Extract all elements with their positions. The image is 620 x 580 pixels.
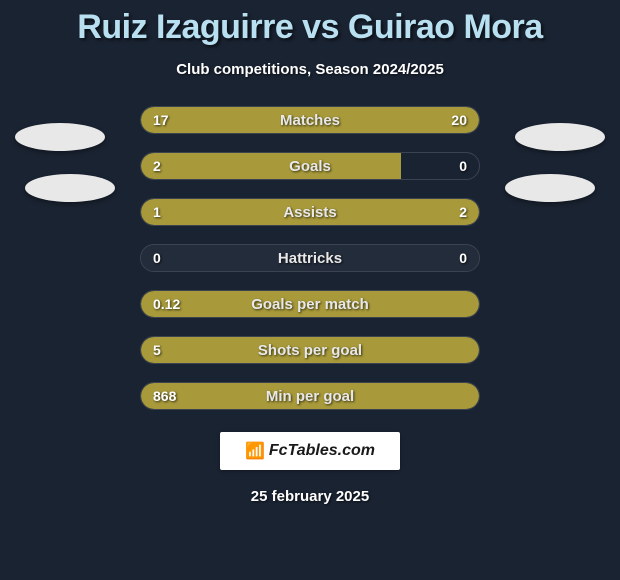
subtitle: Club competitions, Season 2024/2025 — [176, 61, 444, 78]
stat-row: 5Shots per goal — [140, 336, 480, 364]
chart-icon: 📶 — [245, 441, 265, 461]
stat-row: 12Assists — [140, 198, 480, 226]
site-logo[interactable]: 📶 FcTables.com — [220, 432, 400, 470]
stat-row: 00Hattricks — [140, 244, 480, 272]
comparison-card: Ruiz Izaguirre vs Guirao Mora Club compe… — [0, 0, 620, 580]
stat-row: 868Min per goal — [140, 382, 480, 410]
stats-area: 1720Matches 20Goals 12Assists 00Hattricks 0.… — [0, 106, 620, 410]
stat-row: 1720Matches — [140, 106, 480, 134]
stat-row: 0.12Goals per match — [140, 290, 480, 318]
logo-label: FcTables.com — [269, 442, 375, 460]
page-title: Ruiz Izaguirre vs Guirao Mora — [77, 8, 542, 47]
stat-label: Hattricks — [141, 245, 479, 271]
stat-label: Matches — [141, 107, 479, 133]
stat-label: Shots per goal — [141, 337, 479, 363]
stat-label: Goals — [141, 153, 479, 179]
stat-label: Goals per match — [141, 291, 479, 317]
date-label: 25 february 2025 — [251, 488, 369, 505]
stat-label: Assists — [141, 199, 479, 225]
stat-label: Min per goal — [141, 383, 479, 409]
stat-row: 20Goals — [140, 152, 480, 180]
